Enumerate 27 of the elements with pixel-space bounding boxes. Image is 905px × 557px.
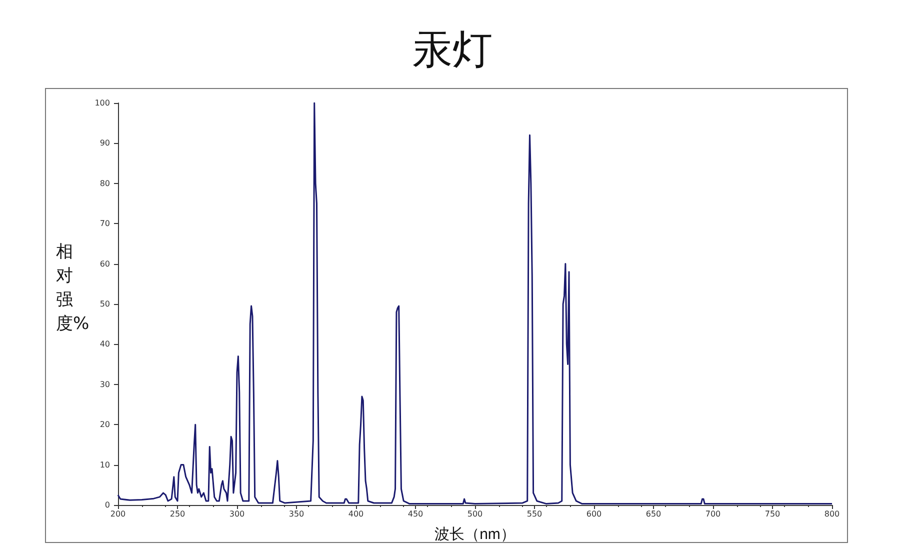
- chart-title: 汞灯: [412, 26, 494, 75]
- y-tick-label: 60: [100, 259, 110, 268]
- y-tick-label: 30: [100, 380, 110, 389]
- y-tick-label: 40: [100, 340, 110, 349]
- x-tick-label: 800: [824, 510, 840, 518]
- x-axis-title: 波长（nm）: [434, 526, 516, 543]
- x-tick-label: 400: [348, 510, 364, 518]
- x-tick-label: 300: [229, 510, 245, 518]
- y-tick-label: 50: [100, 300, 110, 308]
- x-tick-label: 250: [170, 510, 186, 518]
- y-tick-label: 80: [100, 178, 110, 188]
- y-tick-label: 90: [100, 138, 110, 148]
- x-tick-label: 450: [408, 510, 424, 518]
- x-tick-label: 750: [764, 510, 780, 518]
- y-tick-label: 100: [94, 98, 110, 108]
- y-tick-label: 0: [104, 500, 110, 510]
- y-tick-label: 20: [100, 420, 110, 430]
- x-tick-label: 200: [110, 510, 126, 518]
- x-tick-label: 500: [467, 510, 483, 518]
- y-tick-label: 70: [100, 219, 110, 228]
- y-axis-title: 相对强度%: [56, 241, 90, 336]
- x-tick-label: 650: [646, 510, 662, 518]
- x-tick-label: 600: [586, 510, 602, 518]
- y-tick-label: 10: [100, 460, 110, 470]
- x-tick-label: 700: [705, 510, 721, 518]
- x-tick-label: 550: [526, 510, 542, 518]
- x-tick-label: 350: [288, 510, 304, 518]
